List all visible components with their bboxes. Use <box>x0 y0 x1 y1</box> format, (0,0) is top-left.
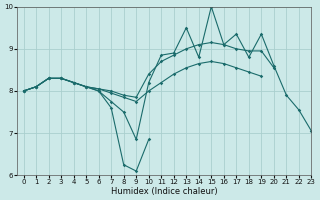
X-axis label: Humidex (Indice chaleur): Humidex (Indice chaleur) <box>111 187 218 196</box>
